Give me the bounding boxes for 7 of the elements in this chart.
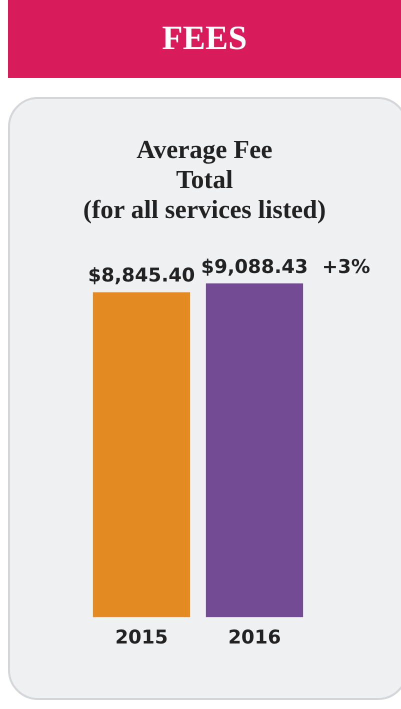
x-tick-label: 2016 xyxy=(228,626,281,649)
x-tick-label: 2015 xyxy=(115,626,168,649)
data-label: $9,088.43 xyxy=(201,256,308,278)
chart-subtitle: Average Fee Total (for all services listed) xyxy=(82,135,327,225)
chart-title: FEES xyxy=(8,0,401,78)
text: +3% xyxy=(322,256,370,278)
data-label: $8,845.40 xyxy=(88,264,195,287)
